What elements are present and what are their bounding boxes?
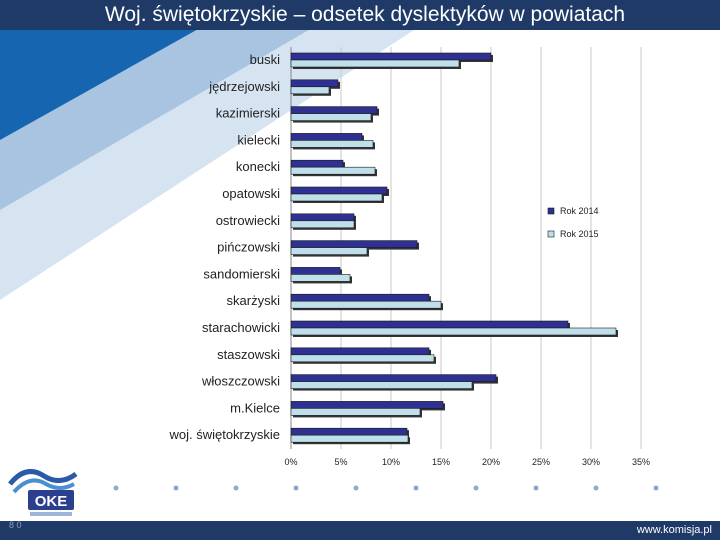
decor-dot bbox=[293, 485, 299, 491]
bar-2014 bbox=[290, 159, 344, 168]
category-label: opatowski bbox=[222, 186, 280, 201]
bar-2014 bbox=[290, 401, 444, 409]
bar-2015 bbox=[290, 59, 460, 68]
bar-2014 bbox=[290, 347, 430, 356]
bar-2015 bbox=[290, 354, 435, 363]
category-label: kielecki bbox=[237, 132, 280, 147]
bar-2015 bbox=[290, 86, 330, 95]
decor-dot bbox=[593, 485, 599, 491]
category-label: staszowski bbox=[217, 347, 280, 362]
bar-2015 bbox=[290, 113, 372, 121]
category-label: kazimierski bbox=[216, 106, 280, 121]
category-label: woj. świętokrzyskie bbox=[168, 427, 280, 442]
category-label: włoszczowski bbox=[201, 374, 280, 389]
category-label: pińczowski bbox=[217, 240, 280, 255]
bar-2014 bbox=[290, 427, 408, 436]
x-tick-label: 25% bbox=[532, 457, 550, 467]
decor-dot bbox=[653, 485, 659, 491]
decor-dot bbox=[233, 485, 239, 491]
logo-text: OKE bbox=[35, 493, 68, 510]
bar-2014 bbox=[290, 374, 497, 382]
bar-2015 bbox=[290, 327, 617, 336]
x-tick-label: 30% bbox=[582, 457, 600, 467]
bar-2014 bbox=[290, 267, 341, 275]
page-title: Woj. świętokrzyskie – odsetek dyslektykó… bbox=[104, 3, 626, 26]
bar-2014 bbox=[290, 186, 388, 195]
bar-2014 bbox=[290, 79, 339, 88]
x-tick-label: 10% bbox=[382, 457, 400, 467]
category-label: buski bbox=[250, 52, 280, 67]
decor-dot bbox=[473, 485, 479, 491]
bar-2015 bbox=[290, 247, 368, 255]
x-tick-label: 20% bbox=[482, 457, 500, 467]
decor-dot bbox=[113, 485, 119, 491]
decor-dot bbox=[413, 485, 419, 491]
bar-2015 bbox=[290, 220, 355, 229]
bar-2015 bbox=[290, 140, 374, 148]
category-label: starachowicki bbox=[202, 320, 280, 335]
x-tick-label: 5% bbox=[334, 457, 347, 467]
bar-2015 bbox=[290, 300, 442, 309]
category-label: skarżyski bbox=[227, 293, 281, 308]
decor-dot bbox=[533, 485, 539, 491]
bar-2015 bbox=[290, 166, 376, 175]
bar-2014 bbox=[290, 320, 569, 329]
page-number: 8 0 bbox=[9, 520, 22, 530]
decor-dot bbox=[353, 485, 359, 491]
bar-2015 bbox=[290, 434, 409, 443]
decor-dot bbox=[173, 485, 179, 491]
category-label: konecki bbox=[236, 159, 280, 174]
x-tick-label: 35% bbox=[632, 457, 650, 467]
footer-bar: 8 0 www.komisja.pl bbox=[0, 521, 720, 540]
bar-2015 bbox=[290, 381, 473, 389]
x-tick-label: 15% bbox=[432, 457, 450, 467]
oke-logo: OKE bbox=[8, 469, 78, 516]
bar-2015 bbox=[290, 274, 351, 282]
legend-swatch bbox=[547, 230, 555, 238]
bar-2014 bbox=[290, 213, 355, 222]
legend-label: Rok 2014 bbox=[560, 206, 599, 216]
category-label: m.Kielce bbox=[230, 400, 280, 415]
bar-2014 bbox=[290, 240, 418, 248]
bar-2014 bbox=[290, 52, 492, 61]
footer-url-link[interactable]: www.komisja.pl bbox=[636, 524, 712, 536]
category-label: jędrzejowski bbox=[208, 79, 280, 94]
bar-2014 bbox=[290, 106, 378, 114]
bar-2015 bbox=[290, 408, 421, 416]
x-tick-label: 0% bbox=[284, 457, 297, 467]
legend-swatch bbox=[547, 207, 555, 215]
bar-2014 bbox=[290, 293, 430, 302]
bar-2015 bbox=[290, 193, 383, 202]
category-label: sandomierski bbox=[203, 266, 280, 281]
category-label: ostrowiecki bbox=[216, 213, 280, 228]
bar-2014 bbox=[290, 133, 363, 141]
title-bar bbox=[0, 0, 720, 30]
legend-label: Rok 2015 bbox=[560, 229, 599, 239]
